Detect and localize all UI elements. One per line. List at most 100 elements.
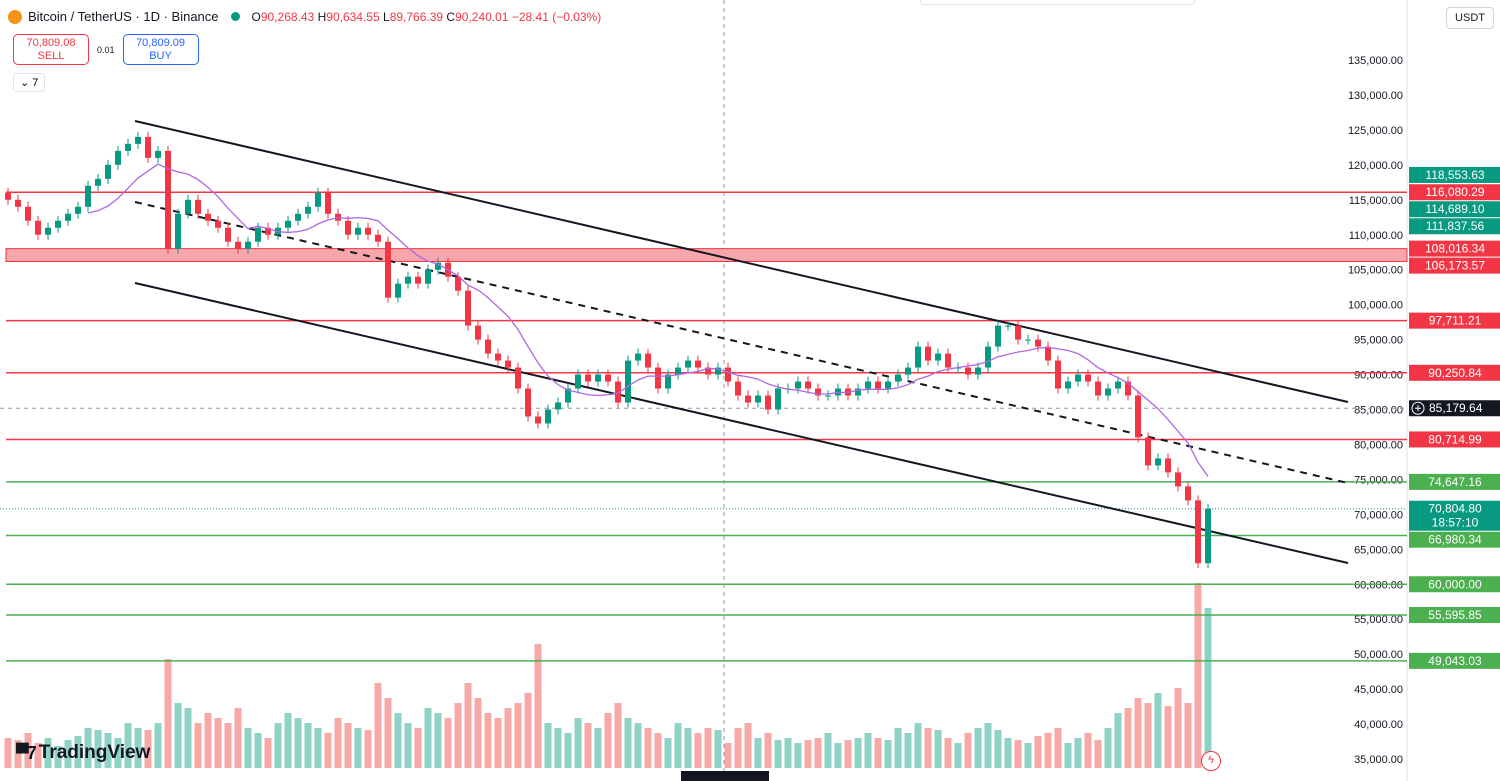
level-price-label-bg (1409, 364, 1500, 381)
candle (365, 227, 371, 235)
volume-bar (104, 733, 112, 768)
indicator-count: 7 (32, 77, 39, 89)
volume-bar (654, 733, 662, 768)
axis-price-label: 111,837.56 (1426, 219, 1485, 233)
volume-bar (124, 723, 132, 768)
sell-button[interactable]: 70,809.08 SELL (13, 34, 89, 65)
candle (245, 241, 251, 249)
candle (505, 360, 511, 368)
axis-price-label-bg (1409, 201, 1500, 218)
level-price-label-bg (1409, 607, 1500, 624)
volume-bar (934, 730, 942, 768)
candle (175, 213, 181, 249)
candle (825, 395, 831, 397)
candle (405, 276, 411, 284)
buy-button[interactable]: 70,809.09 BUY (122, 34, 199, 65)
volume-bar (614, 703, 622, 768)
currency-button[interactable]: USDT (1446, 7, 1494, 29)
level-price-label-bg (1409, 431, 1500, 448)
volume-bar (834, 743, 842, 768)
volume-bar (534, 644, 542, 768)
candle (475, 325, 481, 340)
volume-bar (424, 708, 432, 768)
candle (35, 220, 41, 235)
candle (135, 136, 141, 144)
volume-bar (364, 730, 372, 768)
volume-bar (524, 693, 532, 768)
volume-bar (734, 728, 742, 768)
logo-text: TradingView (38, 742, 151, 763)
moving-average-line (87, 163, 1209, 477)
volume-bar (374, 683, 382, 768)
volume-bar (1064, 743, 1072, 768)
volume-bar (694, 733, 702, 768)
candle (155, 150, 161, 158)
volume-bar (684, 728, 692, 768)
volume-bar (224, 723, 232, 768)
low-value: 89,766.39 (389, 9, 444, 24)
volume-bar (854, 738, 862, 768)
candle (555, 402, 561, 410)
volume-bar (824, 733, 832, 768)
volume-bar (144, 730, 152, 768)
level-price-label: 97,711.21 (1429, 314, 1482, 328)
y-tick-label: 95,000.00 (1354, 335, 1403, 347)
candle (795, 381, 801, 389)
candle (285, 220, 291, 228)
candle (595, 374, 601, 382)
close-value: 90,240.01 (455, 9, 509, 24)
volume-bar (344, 723, 352, 768)
candle (685, 360, 691, 368)
candle (1195, 500, 1201, 564)
volume-bar (1004, 738, 1012, 768)
symbol-title[interactable]: Bitcoin / TetherUS · 1D · Binance (28, 9, 219, 24)
volume-bar (504, 708, 512, 768)
candle (75, 206, 81, 214)
volume-bar (1204, 608, 1212, 768)
candle (975, 367, 981, 375)
low-label: L (383, 9, 390, 24)
candle (655, 367, 661, 389)
open-label: O (251, 9, 261, 24)
level-price-label-bg (1409, 473, 1500, 490)
indicators-toggle[interactable]: ⌄ 7 (13, 73, 46, 92)
countdown-label: 18:57:10 (1432, 516, 1479, 530)
zone-bottom-label: 106,173.57 (1425, 259, 1485, 273)
candle (355, 227, 361, 235)
volume-bar (74, 736, 82, 768)
volume-bar (1154, 693, 1162, 768)
chevron-down-icon: ⌄ (20, 77, 33, 89)
trade-panel: 70,809.08 SELL 0.01 70,809.09 BUY (13, 34, 199, 65)
volume-bar (314, 728, 322, 768)
level-price-label: 55,595.85 (1428, 608, 1482, 622)
candle (325, 192, 331, 214)
volume-bar (1124, 708, 1132, 768)
volume-bar (384, 698, 392, 768)
volume-bar (774, 740, 782, 768)
volume-bar (214, 718, 222, 768)
volume-bar (164, 659, 172, 768)
volume-bar (1174, 688, 1182, 768)
candle (15, 199, 21, 207)
candle (1005, 325, 1011, 327)
zone-top-label: 108,016.34 (1425, 242, 1485, 256)
candle (115, 150, 121, 165)
volume-bar (584, 723, 592, 768)
volume-bar (1094, 740, 1102, 768)
channel-lower-line (134, 282, 1349, 564)
high-value: 90,634.55 (326, 9, 380, 24)
volume-bar (874, 738, 882, 768)
tradingview-logo[interactable]: ▀7 TradingView (16, 742, 150, 764)
candle (495, 353, 501, 361)
lightning-icon[interactable]: ϟ (1201, 751, 1221, 771)
change-value: −28.41 (−0.03%) (511, 9, 602, 24)
candle (1045, 346, 1051, 361)
candle (5, 192, 11, 200)
y-tick-label: 40,000.00 (1354, 719, 1403, 731)
candle (1035, 339, 1041, 347)
y-tick-label: 75,000.00 (1354, 474, 1403, 486)
volume-bar (134, 728, 142, 768)
level-price-label-bg (1409, 312, 1500, 329)
candle (1015, 325, 1021, 340)
